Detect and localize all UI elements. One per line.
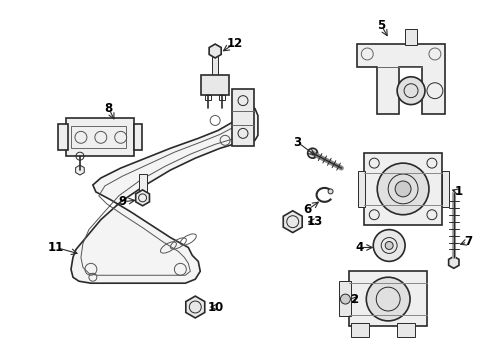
Text: 9: 9	[118, 195, 126, 208]
Circle shape	[372, 230, 404, 261]
Polygon shape	[135, 190, 149, 206]
Text: 5: 5	[376, 19, 385, 32]
Bar	[66, 118, 133, 156]
Bar	[404, 29, 416, 45]
Text: 13: 13	[306, 215, 322, 228]
Text: 10: 10	[207, 301, 224, 314]
Text: 1: 1	[454, 185, 462, 198]
Text: 4: 4	[354, 241, 363, 254]
Circle shape	[327, 189, 332, 194]
Bar	[138, 174, 146, 192]
Bar	[351, 323, 368, 337]
Text: 7: 7	[464, 235, 472, 248]
Bar	[71, 126, 125, 148]
Text: 3: 3	[293, 136, 301, 149]
Text: 8: 8	[104, 102, 113, 115]
Bar	[441, 171, 448, 207]
Text: 2: 2	[349, 293, 358, 306]
Bar	[201, 75, 228, 95]
Circle shape	[340, 294, 350, 304]
Polygon shape	[76, 165, 84, 175]
Bar	[396, 323, 414, 337]
Bar	[339, 281, 351, 316]
Text: 12: 12	[226, 37, 243, 50]
Text: 6: 6	[303, 203, 311, 216]
Bar	[205, 95, 211, 100]
Polygon shape	[71, 105, 257, 283]
Polygon shape	[209, 44, 221, 58]
Text: 11: 11	[48, 241, 64, 254]
Bar	[364, 153, 441, 225]
Bar	[212, 53, 218, 75]
Polygon shape	[185, 296, 204, 318]
Circle shape	[394, 181, 410, 197]
Polygon shape	[357, 44, 444, 113]
Circle shape	[366, 277, 409, 321]
Circle shape	[376, 163, 428, 215]
Bar	[232, 89, 253, 146]
Bar	[58, 125, 68, 150]
Circle shape	[307, 148, 317, 158]
Circle shape	[385, 242, 392, 249]
Polygon shape	[447, 256, 458, 268]
Bar	[349, 271, 426, 326]
Polygon shape	[283, 211, 302, 233]
Bar	[219, 95, 224, 100]
Bar	[358, 171, 365, 207]
Circle shape	[396, 77, 424, 105]
Bar	[133, 125, 142, 150]
